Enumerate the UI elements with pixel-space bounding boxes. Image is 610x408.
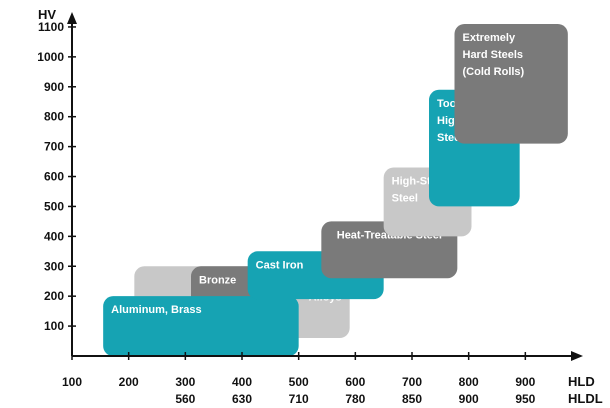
x-axis-arrow bbox=[571, 351, 583, 361]
y-tick-label: 400 bbox=[44, 229, 64, 243]
x-tick-label-hldl: 850 bbox=[402, 392, 422, 406]
y-tick-label: 800 bbox=[44, 110, 64, 124]
material-rect-extremely-hard-steels-cold-rolls bbox=[454, 23, 568, 144]
x-tick-label-hld: 800 bbox=[459, 375, 479, 389]
y-tick-label: 1000 bbox=[37, 50, 64, 64]
y-tick-label: 300 bbox=[44, 259, 64, 273]
x-tick-label-hld: 300 bbox=[175, 375, 195, 389]
x-tick-label-hld: 900 bbox=[515, 375, 535, 389]
y-tick-label: 500 bbox=[44, 199, 64, 213]
y-tick-label: 600 bbox=[44, 170, 64, 184]
material-label-bronze: Bronze bbox=[199, 274, 236, 286]
y-axis-arrow bbox=[67, 12, 77, 24]
x-tick-label-hld: 400 bbox=[232, 375, 252, 389]
x-tick-label-hldl: 560 bbox=[175, 392, 195, 406]
material-label-aluminum-brass: Aluminum, Brass bbox=[111, 304, 201, 316]
x-tick-label-hldl: 950 bbox=[515, 392, 535, 406]
y-tick-label: 100 bbox=[44, 319, 64, 333]
x-tick-label-hld: 600 bbox=[345, 375, 365, 389]
material-label-extremely-hard-steels-cold-rolls: (Cold Rolls) bbox=[463, 66, 525, 78]
material-label-extremely-hard-steels-cold-rolls: Hard Steels bbox=[463, 49, 524, 61]
material-label-cast-iron: Cast Iron bbox=[256, 259, 304, 271]
y-tick-label: 200 bbox=[44, 289, 64, 303]
x-tick-label-hld: 500 bbox=[289, 375, 309, 389]
x-axis-title-hld: HLD bbox=[568, 374, 595, 389]
x-tick-label-hld: 200 bbox=[119, 375, 139, 389]
x-axis-title-hldl: HLDL bbox=[568, 391, 603, 406]
material-box-extremely-hard-steels-cold-rolls: Extremely Hard Steels (Cold Rolls) bbox=[454, 23, 568, 144]
material-label-high-strength-steel: Steel bbox=[392, 193, 418, 205]
x-tick-label-hld: 100 bbox=[62, 375, 82, 389]
y-tick-label: 1100 bbox=[38, 20, 64, 34]
x-tick-label-hldl: 710 bbox=[289, 392, 309, 406]
material-box-aluminum-brass: Aluminum, Brass bbox=[103, 296, 299, 356]
x-tick-label-hldl: 780 bbox=[345, 392, 365, 406]
y-axis-title: HV bbox=[38, 7, 56, 22]
y-tick-label: 900 bbox=[44, 80, 64, 94]
x-tick-label-hldl: 630 bbox=[232, 392, 252, 406]
y-tick-label: 700 bbox=[44, 140, 64, 154]
x-tick-label-hldl: 900 bbox=[459, 392, 479, 406]
material-label-extremely-hard-steels-cold-rolls: Extremely bbox=[463, 32, 516, 44]
axes bbox=[67, 12, 583, 361]
material-rect-aluminum-brass bbox=[103, 296, 299, 356]
axis-ticks: 100 200 300 400 500 600 700 800 900 1000 1100 100 20… bbox=[37, 20, 535, 406]
x-tick-label-hld: 700 bbox=[402, 375, 422, 389]
